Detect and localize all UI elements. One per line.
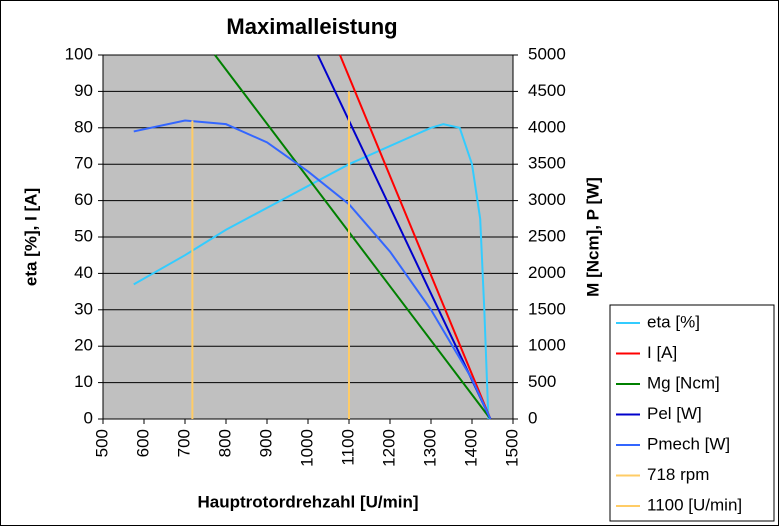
x-axis-label: Hauptrotordrehzahl [U/min] [198, 492, 419, 511]
x-tick-label: 600 [133, 429, 152, 457]
x-tick-label: 500 [92, 429, 111, 457]
y-tick-label: 80 [74, 117, 93, 136]
y2-tick-label: 2500 [528, 226, 566, 245]
series-line [339, 54, 492, 420]
x-tick-label: 1300 [420, 429, 439, 467]
series-line [133, 119, 492, 420]
y2-tick-label: 5000 [528, 44, 566, 63]
plot-border [102, 54, 514, 420]
chart-title: Maximalleistung [226, 14, 397, 39]
legend-label: Mg [Ncm] [647, 373, 720, 392]
x-tick-label: 900 [256, 429, 275, 457]
legend-label: I [A] [647, 343, 677, 362]
series-line [316, 54, 492, 420]
x-tick-label: 800 [215, 429, 234, 457]
legend-label: 718 rpm [647, 465, 709, 484]
y2-tick-label: 4000 [528, 117, 566, 136]
y-tick-label: 50 [74, 226, 93, 245]
y2-tick-label: 2000 [528, 263, 566, 282]
y2-tick-label: 4500 [528, 81, 566, 100]
y-tick-label: 60 [74, 190, 93, 209]
y2-tick-label: 500 [528, 372, 556, 391]
y2-axis-label: M [Ncm], P [W] [583, 177, 602, 297]
x-tick-label: 1200 [379, 429, 398, 467]
legend-box [609, 304, 775, 522]
legend-label: 1100 [U/min] [647, 495, 742, 514]
legend-label: Pmech [W] [647, 434, 730, 453]
y2-tick-label: 1500 [528, 299, 566, 318]
y-tick-label: 10 [74, 372, 93, 391]
series-line [214, 54, 492, 420]
y-tick-label: 0 [84, 408, 93, 427]
x-tick-label: 1000 [297, 429, 316, 467]
y-tick-label: 70 [74, 154, 93, 173]
y-tick-label: 100 [65, 44, 93, 63]
y2-tick-label: 1000 [528, 336, 566, 355]
series-line [133, 123, 490, 420]
y-tick-label: 20 [74, 336, 93, 355]
x-tick-label: 1400 [461, 429, 480, 467]
x-tick-label: 1500 [502, 429, 521, 467]
legend-label: Pel [W] [647, 404, 702, 423]
y2-tick-label: 3500 [528, 154, 566, 173]
y-tick-label: 40 [74, 263, 93, 282]
y2-tick-label: 0 [528, 408, 537, 427]
y-tick-label: 30 [74, 299, 93, 318]
y-tick-label: 90 [74, 81, 93, 100]
y2-tick-label: 3000 [528, 190, 566, 209]
y-axis-label: eta [%], I [A] [21, 188, 40, 286]
x-tick-label: 700 [174, 429, 193, 457]
legend-label: eta [%] [647, 312, 700, 331]
x-tick-label: 1100 [338, 429, 357, 466]
